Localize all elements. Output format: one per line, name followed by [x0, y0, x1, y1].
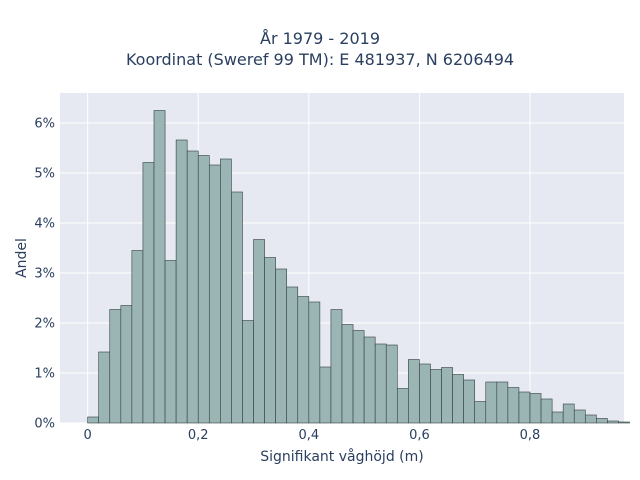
histogram-bar — [540, 398, 553, 424]
histogram-bar — [98, 351, 111, 424]
histogram-bar — [485, 381, 498, 424]
histogram-bar — [264, 257, 276, 424]
y-tick-label: 2% — [34, 317, 55, 332]
histogram-bar — [308, 301, 321, 424]
histogram-bar — [551, 411, 564, 424]
histogram-bar — [507, 387, 520, 424]
histogram-bar — [441, 367, 453, 424]
histogram-bar — [618, 421, 630, 424]
histogram-bar — [164, 260, 177, 424]
histogram-bar — [408, 359, 420, 424]
histogram-bar — [374, 343, 387, 424]
histogram-bar — [584, 414, 597, 424]
histogram-bar — [518, 391, 531, 424]
histogram-bar — [363, 336, 376, 424]
histogram-bar — [297, 296, 310, 424]
y-tick-label: 6% — [34, 117, 55, 132]
histogram-bar — [352, 330, 365, 424]
histogram-bar — [175, 139, 188, 424]
histogram-bar — [109, 309, 122, 424]
y-tick-label: 5% — [34, 167, 55, 182]
histogram-bar — [452, 374, 464, 424]
histogram-bar — [87, 416, 100, 424]
bar-series — [87, 110, 630, 424]
x-tick-label: 0,2 — [188, 428, 209, 443]
x-axis-title: Signifikant våghöjd (m) — [260, 448, 423, 465]
histogram-bar — [430, 369, 442, 424]
histogram-bar — [231, 191, 243, 424]
histogram-bar — [242, 320, 254, 424]
y-axis-title: Andel — [14, 238, 30, 278]
histogram-bar — [607, 420, 619, 424]
histogram-bar — [419, 363, 431, 424]
histogram-bar — [120, 305, 133, 424]
histogram-bar — [319, 366, 332, 424]
y-tick-label: 1% — [34, 367, 55, 382]
histogram-bar — [286, 286, 299, 424]
histogram-bar — [142, 162, 155, 424]
histogram-bar — [253, 239, 265, 424]
histogram-bar — [186, 150, 199, 424]
histogram-bar — [474, 401, 487, 424]
histogram-bar — [197, 155, 210, 424]
histogram-bar — [208, 164, 221, 424]
y-tick-label: 0% — [34, 417, 55, 432]
histogram-bar — [341, 324, 354, 424]
histogram-bar — [529, 393, 542, 424]
chart-title-line2: Koordinat (Sweref 99 TM): E 481937, N 62… — [125, 50, 515, 69]
histogram-bar — [396, 388, 409, 424]
histogram-bar — [131, 250, 144, 424]
histogram-bar — [220, 158, 232, 424]
histogram-bar — [496, 381, 509, 424]
histogram-bar — [275, 268, 288, 424]
x-axis-ticks: 0 0,2 0,4 0,6 0,8 — [84, 428, 541, 443]
histogram-bar — [573, 409, 586, 424]
x-tick-label: 0 — [84, 428, 92, 443]
histogram-bar — [153, 110, 166, 424]
histogram-bar — [596, 418, 608, 424]
x-tick-label: 0,6 — [409, 428, 430, 443]
y-tick-label: 3% — [34, 267, 55, 282]
histogram-bar — [463, 379, 476, 424]
x-tick-label: 0,8 — [520, 428, 541, 443]
x-tick-label: 0,4 — [298, 428, 319, 443]
y-axis-ticks: 0% 1% 2% 3% 4% 5% 6% — [34, 117, 55, 432]
chart-title-line1: År 1979 - 2019 — [260, 29, 380, 48]
chart-title: År 1979 - 2019 Koordinat (Sweref 99 TM):… — [0, 28, 640, 70]
y-tick-label: 4% — [34, 217, 55, 232]
histogram-bar — [385, 344, 398, 424]
histogram-bar — [330, 309, 343, 424]
histogram-bar — [562, 403, 575, 424]
